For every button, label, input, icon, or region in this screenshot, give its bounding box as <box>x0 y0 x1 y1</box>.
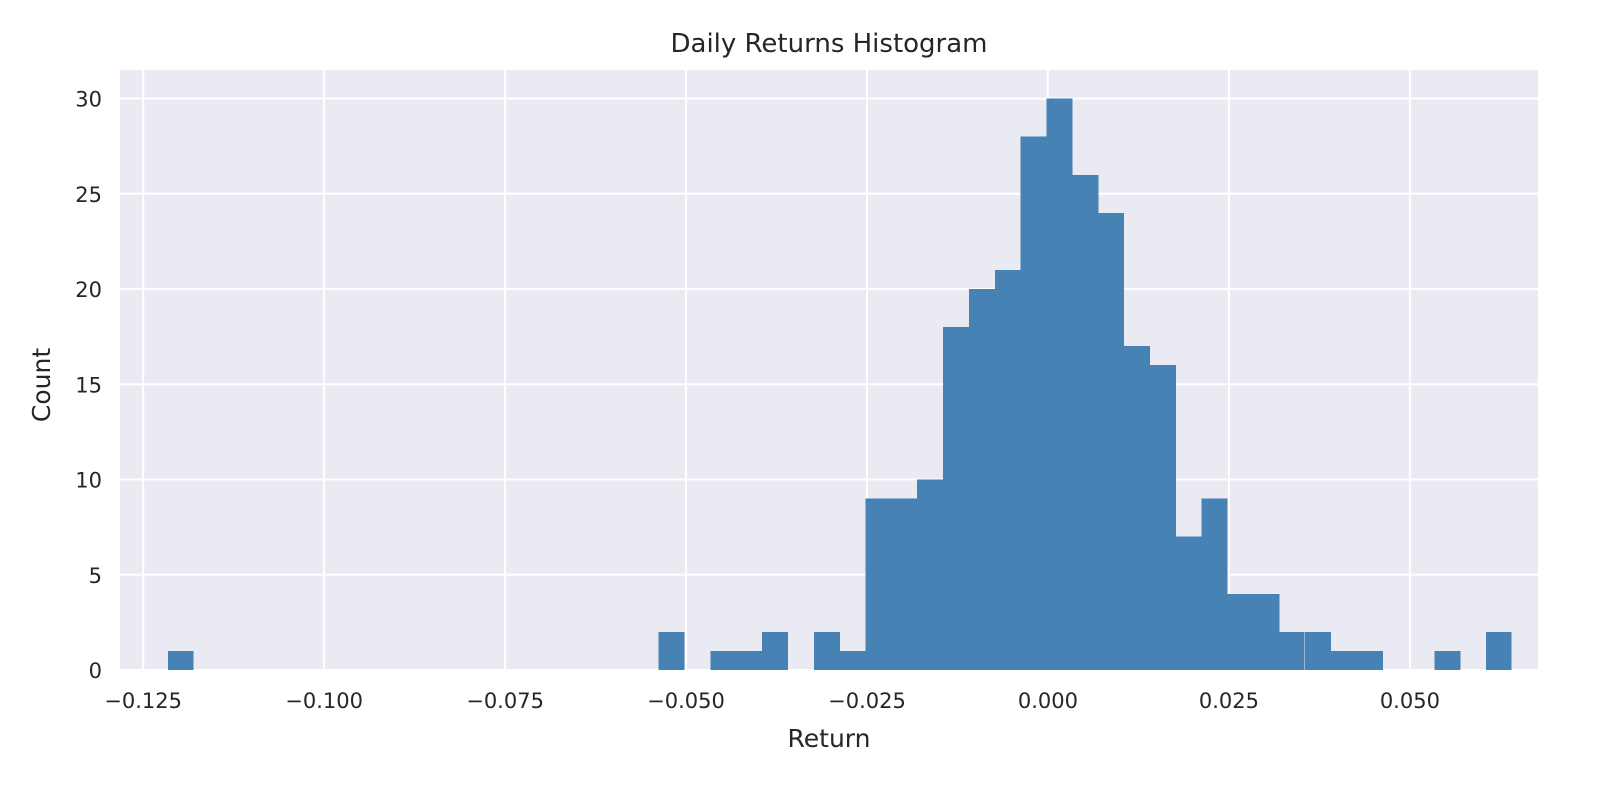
histogram-bar <box>1201 498 1228 670</box>
plot-background <box>120 70 1538 670</box>
histogram-bar <box>1304 631 1331 670</box>
x-tick-label: 0.025 <box>1199 689 1259 713</box>
histogram-bar <box>1330 650 1357 670</box>
histogram-bar <box>1485 631 1512 670</box>
histogram-bar <box>916 479 943 670</box>
chart-title: Daily Returns Histogram <box>670 29 987 59</box>
histogram-bar <box>1278 631 1305 670</box>
x-tick-label: 0.000 <box>1018 689 1078 713</box>
y-tick-label: 10 <box>75 469 102 493</box>
histogram-bar <box>969 289 995 670</box>
histogram-bar <box>762 631 788 670</box>
x-tick-label: −0.025 <box>828 689 906 713</box>
histogram-bar <box>1020 136 1047 670</box>
histogram-bar <box>710 650 737 670</box>
y-tick-label: 5 <box>89 564 102 588</box>
histogram-bar <box>167 650 194 670</box>
histogram-bar <box>1150 365 1176 670</box>
y-tick-label: 15 <box>75 373 102 397</box>
x-tick-label: −0.100 <box>285 689 363 713</box>
histogram-bar <box>1253 593 1280 670</box>
histogram-bar <box>995 270 1021 670</box>
histogram-bar <box>1046 98 1073 671</box>
histogram-bar <box>865 498 892 670</box>
histogram-bars <box>167 98 1512 671</box>
histogram-bar <box>1123 346 1150 670</box>
histogram-bar <box>1072 174 1099 670</box>
x-tick-labels: −0.125 −0.100 −0.075 −0.050 −0.025 0.000 0.025… <box>104 689 1440 713</box>
y-tick-labels: 0 5 10 15 20 25 30 <box>75 88 102 683</box>
histogram-bar <box>1097 212 1124 670</box>
x-axis-label: Return <box>788 724 871 753</box>
x-tick-label: 0.050 <box>1380 689 1440 713</box>
y-tick-label: 25 <box>75 183 102 207</box>
histogram-bar <box>1176 536 1202 670</box>
histogram-bar <box>735 650 762 670</box>
y-tick-label: 30 <box>75 88 102 112</box>
histogram-bar <box>943 327 969 670</box>
histogram-bar <box>1357 650 1383 670</box>
histogram-bar <box>1227 593 1254 670</box>
histogram-bar <box>658 631 685 670</box>
y-axis-label: Count <box>27 348 56 422</box>
x-tick-label: −0.125 <box>104 689 182 713</box>
histogram-bar <box>891 498 918 670</box>
y-tick-label: 0 <box>89 659 102 683</box>
x-tick-label: −0.050 <box>647 689 725 713</box>
histogram-bar <box>1434 650 1461 670</box>
histogram-bar <box>814 631 841 670</box>
histogram-bar <box>839 650 866 670</box>
y-tick-label: 20 <box>75 278 102 302</box>
x-tick-label: −0.075 <box>466 689 544 713</box>
